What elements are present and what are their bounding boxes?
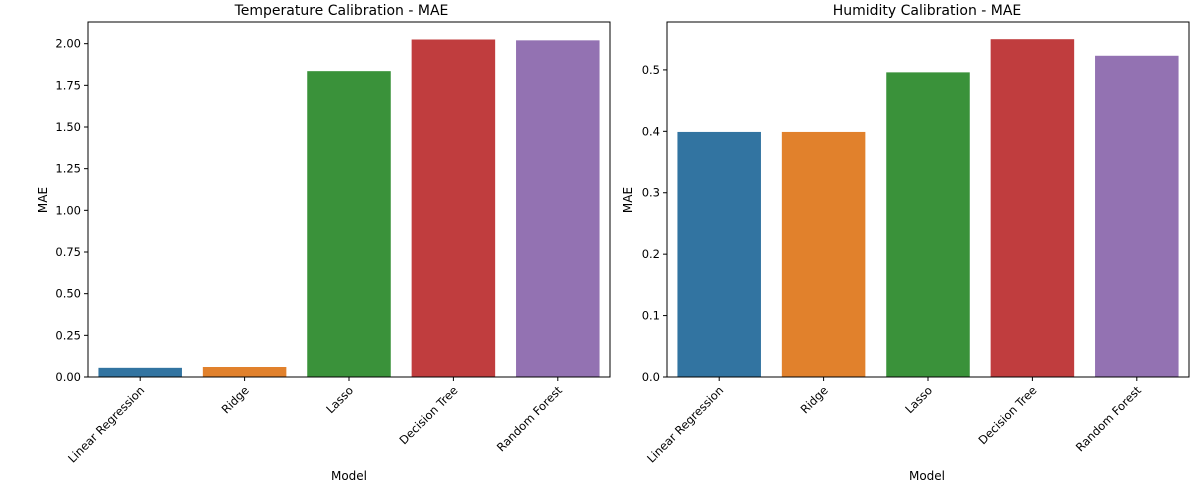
- x-tick-label: Lasso: [323, 383, 356, 416]
- y-tick-label: 1.75: [55, 78, 81, 92]
- bar: [781, 131, 866, 377]
- y-tick-label: 0.75: [55, 245, 81, 259]
- x-axis-label: Model: [909, 469, 945, 483]
- bar: [411, 39, 496, 377]
- temperature-mae-chart: Temperature Calibration - MAE Model MAE …: [36, 3, 611, 483]
- y-tick-label: 0.2: [642, 247, 660, 261]
- x-tick-label: Ridge: [219, 383, 252, 416]
- y-tick-label: 0.25: [55, 328, 81, 342]
- y-tick-label: 0.4: [642, 124, 660, 138]
- x-tick-label: Lasso: [902, 383, 935, 416]
- y-tick-label: 0.5: [642, 63, 660, 77]
- bar: [677, 131, 761, 377]
- x-tick-label: Decision Tree: [396, 383, 460, 447]
- y-tick-label: 0.00: [55, 370, 81, 384]
- y-tick-label: 1.00: [55, 203, 81, 217]
- x-tick-label: Linear Regression: [65, 383, 147, 465]
- y-tick-label: 0.1: [642, 309, 660, 323]
- bar: [202, 367, 287, 377]
- x-tick-label: Ridge: [798, 383, 831, 416]
- y-axis-label: MAE: [621, 187, 635, 213]
- bar: [990, 39, 1075, 377]
- chart-title: Humidity Calibration - MAE: [833, 3, 1022, 19]
- x-tick-label: Random Forest: [1073, 383, 1144, 454]
- chart-title: Temperature Calibration - MAE: [234, 3, 449, 19]
- bar: [307, 71, 391, 378]
- x-tick-label: Decision Tree: [975, 383, 1039, 447]
- y-tick-label: 0.3: [642, 186, 660, 200]
- y-tick-label: 1.25: [55, 162, 81, 176]
- y-tick-label: 0.0: [642, 370, 660, 384]
- y-tick-label: 1.50: [55, 120, 81, 134]
- x-tick-label: Linear Regression: [644, 383, 726, 465]
- humidity-mae-chart: Humidity Calibration - MAE Model MAE 0.0…: [621, 3, 1190, 483]
- bar: [1095, 55, 1179, 378]
- y-axis-label: MAE: [36, 187, 50, 213]
- bar: [886, 72, 970, 378]
- x-tick-label: Random Forest: [494, 383, 565, 454]
- y-tick-label: 2.00: [55, 37, 81, 51]
- bar: [98, 367, 182, 377]
- y-tick-label: 0.50: [55, 287, 81, 301]
- x-axis-label: Model: [331, 469, 367, 483]
- bar: [516, 40, 600, 377]
